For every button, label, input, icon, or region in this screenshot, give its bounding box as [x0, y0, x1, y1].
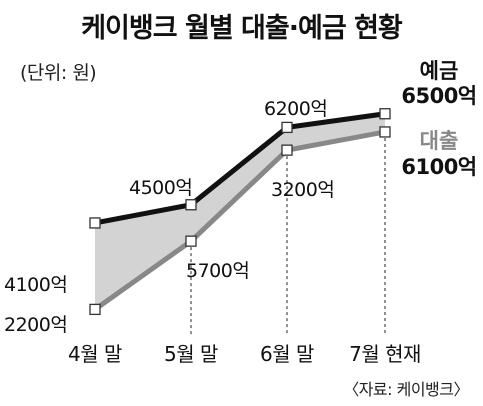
x-tick-labels: 4월 말 5월 말 6월 말 7월 현재 [68, 342, 421, 366]
x-tick-label: 7월 현재 [349, 342, 421, 366]
data-label-loans: 5700억 [186, 260, 249, 282]
marker-deposits [379, 108, 391, 120]
series-line-loans [93, 129, 386, 312]
data-label-loans: 2200억 [4, 314, 67, 336]
unit-label: (단위: 원) [20, 62, 97, 84]
data-label-deposits: 4100억 [4, 274, 67, 296]
fill-between-band [95, 113, 385, 310]
legend-value: 6500억 [401, 84, 476, 108]
marker-loans [281, 144, 293, 156]
data-label-loans: 3200억 [271, 179, 334, 201]
marker-deposits [281, 121, 293, 134]
legend-name: 대출 [420, 129, 459, 153]
marker-loans [89, 303, 101, 316]
data-label-deposits: 6200억 [264, 98, 327, 120]
legend-name: 예금 [420, 59, 459, 83]
data-label-deposits: 4500억 [129, 177, 192, 199]
marker-deposits [89, 217, 101, 229]
series-line-deposits [94, 111, 386, 226]
marker-loans [379, 126, 391, 138]
x-tick-label: 5월 말 [164, 342, 218, 366]
marker-deposits [185, 199, 197, 211]
x-tick-label: 4월 말 [68, 342, 122, 366]
point-markers [89, 108, 391, 316]
data-labels: 4100억 4500억 6200억 2200억 5700억 3200억 [4, 98, 335, 336]
legend-value: 6100억 [401, 155, 476, 179]
x-tick-label: 6월 말 [260, 342, 314, 366]
marker-loans [185, 235, 197, 247]
chart-title: 케이뱅크 월별 대출·예금 현황 [81, 13, 403, 44]
source-note: 〈자료: 케이뱅크〉 [343, 380, 469, 399]
guide-lines [190, 131, 386, 336]
